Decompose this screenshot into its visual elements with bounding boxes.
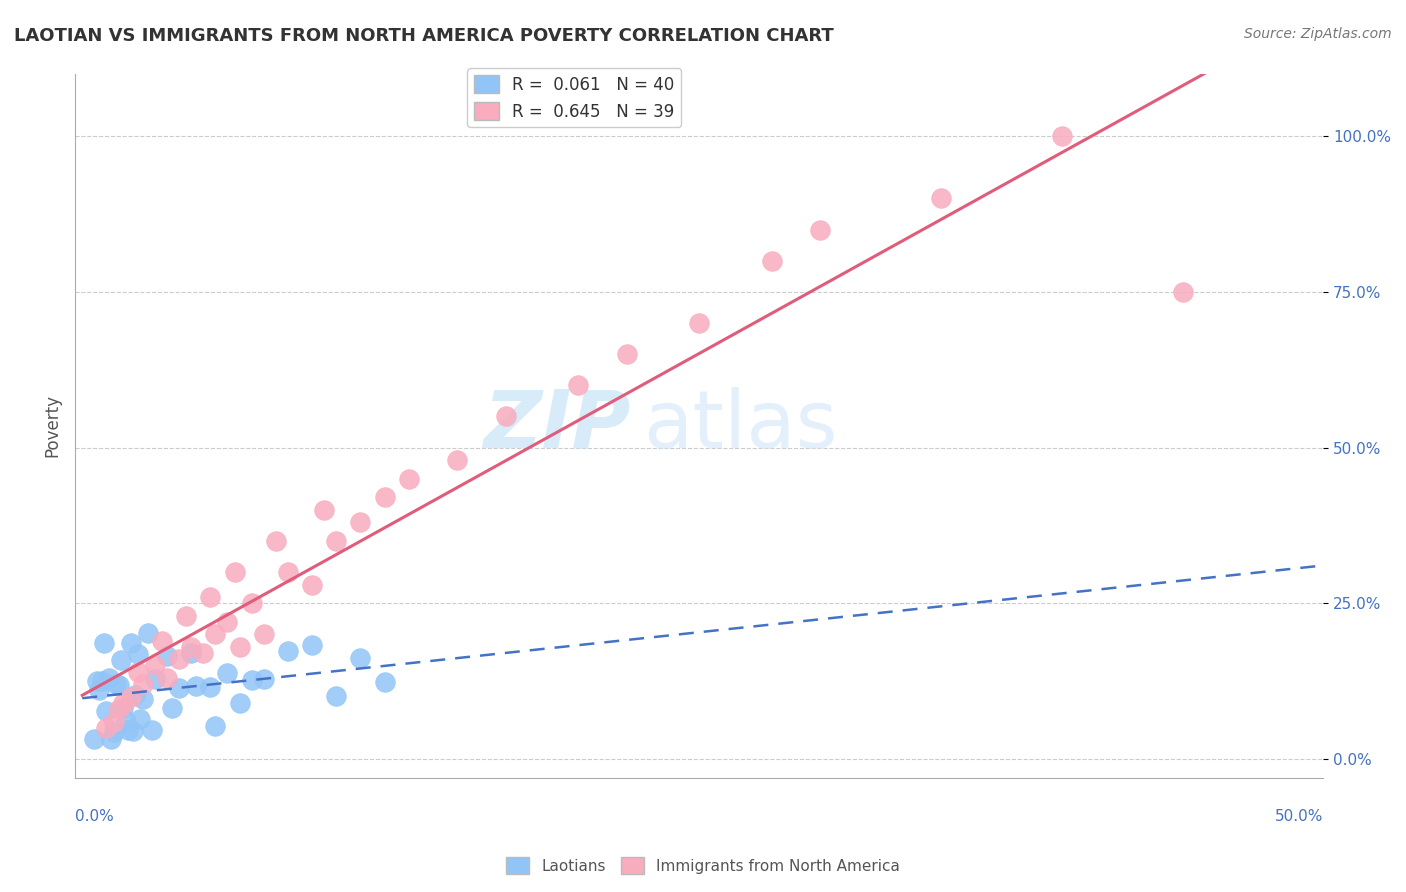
Point xyxy=(124,688,146,702)
Point xyxy=(127,665,149,679)
Text: atlas: atlas xyxy=(643,387,838,465)
Point xyxy=(325,690,347,704)
Legend: Laotians, Immigrants from North America: Laotians, Immigrants from North America xyxy=(501,851,905,880)
Point xyxy=(120,636,142,650)
Point xyxy=(184,679,207,693)
Point xyxy=(349,651,371,665)
Point xyxy=(112,701,135,715)
Point xyxy=(217,665,239,680)
Point xyxy=(174,608,197,623)
Point xyxy=(86,674,108,689)
Point xyxy=(495,409,517,424)
Point xyxy=(204,627,226,641)
Point xyxy=(253,672,276,686)
Point xyxy=(100,732,122,747)
Point xyxy=(616,347,638,361)
Point xyxy=(264,533,287,548)
Point xyxy=(228,640,250,654)
Point xyxy=(167,652,190,666)
Point xyxy=(90,673,112,688)
Text: ZIP: ZIP xyxy=(484,387,630,465)
Point xyxy=(122,724,145,739)
Text: LAOTIAN VS IMMIGRANTS FROM NORTH AMERICA POVERTY CORRELATION CHART: LAOTIAN VS IMMIGRANTS FROM NORTH AMERICA… xyxy=(14,27,834,45)
Text: 50.0%: 50.0% xyxy=(1275,809,1323,824)
Point xyxy=(143,658,166,673)
Point xyxy=(314,503,336,517)
Point xyxy=(398,472,420,486)
Point xyxy=(107,702,129,716)
Point xyxy=(96,705,118,719)
Text: Source: ZipAtlas.com: Source: ZipAtlas.com xyxy=(1244,27,1392,41)
Point xyxy=(253,627,276,641)
Point xyxy=(325,533,347,548)
Point xyxy=(224,565,246,579)
Point xyxy=(180,646,202,660)
Point xyxy=(112,696,135,710)
Point xyxy=(204,719,226,733)
Point xyxy=(117,723,139,738)
Point xyxy=(200,681,222,695)
Point xyxy=(107,678,129,692)
Point xyxy=(103,725,125,739)
Point xyxy=(374,674,396,689)
Point xyxy=(96,721,118,735)
Point xyxy=(103,714,125,729)
Point xyxy=(150,633,173,648)
Point xyxy=(97,671,120,685)
Point xyxy=(567,378,589,392)
Point xyxy=(217,615,239,629)
Text: 0.0%: 0.0% xyxy=(75,809,114,824)
Point xyxy=(89,683,111,698)
Point xyxy=(132,692,155,706)
Point xyxy=(1050,129,1073,144)
Point xyxy=(127,647,149,661)
Point xyxy=(277,565,299,579)
Point xyxy=(761,253,783,268)
Point xyxy=(93,636,115,650)
Point xyxy=(136,626,159,640)
Point xyxy=(228,696,250,710)
Point xyxy=(83,731,105,746)
Point xyxy=(129,712,152,726)
Point xyxy=(114,714,136,729)
Point xyxy=(240,673,263,688)
Point xyxy=(180,640,202,654)
Point xyxy=(301,638,323,652)
Point xyxy=(156,671,179,685)
Legend: R =  0.061   N = 40, R =  0.645   N = 39: R = 0.061 N = 40, R = 0.645 N = 39 xyxy=(467,68,682,128)
Point xyxy=(1171,285,1194,299)
Point xyxy=(374,491,396,505)
Point xyxy=(240,596,263,610)
Point xyxy=(929,191,952,205)
Point xyxy=(105,677,128,691)
Point xyxy=(156,648,179,663)
Point xyxy=(120,690,142,704)
Point xyxy=(143,673,166,687)
Point xyxy=(200,590,222,604)
Y-axis label: Poverty: Poverty xyxy=(44,394,60,458)
Point xyxy=(301,577,323,591)
Point xyxy=(167,681,190,695)
Point xyxy=(193,646,215,660)
Point xyxy=(446,453,468,467)
Point xyxy=(160,701,183,715)
Point xyxy=(808,222,831,236)
Point xyxy=(141,723,163,737)
Point xyxy=(110,653,132,667)
Point xyxy=(688,316,710,330)
Point xyxy=(349,516,371,530)
Point xyxy=(132,677,155,691)
Point xyxy=(277,643,299,657)
